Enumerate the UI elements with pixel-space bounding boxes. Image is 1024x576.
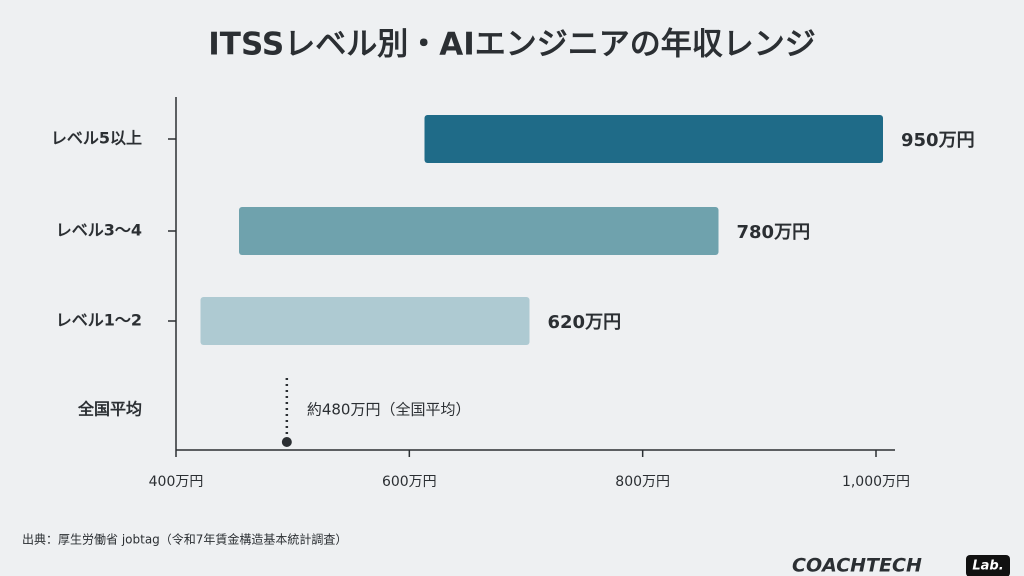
reference-point bbox=[281, 437, 292, 447]
brand-badge-bg bbox=[966, 555, 1010, 576]
bar-label: 780万円 bbox=[737, 222, 811, 243]
chart-title: ITSSレベル別・AIエンジニアの年収レンジ bbox=[208, 27, 815, 63]
reference-label: 約480万円（全国平均） bbox=[307, 401, 471, 419]
y-tick-label: レベル3〜4 bbox=[56, 221, 142, 240]
bar bbox=[200, 297, 530, 345]
x-tick-label: 1,000万円 bbox=[842, 474, 910, 490]
y-tick-label: 全国平均 bbox=[77, 400, 142, 419]
y-tick-label: レベル5以上 bbox=[51, 129, 142, 148]
bar-label: 620万円 bbox=[548, 312, 622, 333]
bar-label: 950万円 bbox=[901, 130, 975, 151]
bar bbox=[424, 115, 883, 163]
brand-badge: Lab. bbox=[972, 559, 1003, 574]
x-tick-label: 600万円 bbox=[382, 474, 437, 490]
bar bbox=[239, 207, 719, 255]
source-note: 出典：厚生労働省 jobtag（令和7年賃金構造基本統計調査） bbox=[22, 532, 347, 547]
brand-name: COACHTECH bbox=[792, 555, 922, 576]
x-tick-label: 400万円 bbox=[149, 474, 204, 490]
brand-logo: COACHTECH Lab. bbox=[792, 555, 1010, 576]
x-tick-label: 800万円 bbox=[615, 474, 670, 490]
y-tick-label: レベル1〜2 bbox=[56, 311, 142, 330]
